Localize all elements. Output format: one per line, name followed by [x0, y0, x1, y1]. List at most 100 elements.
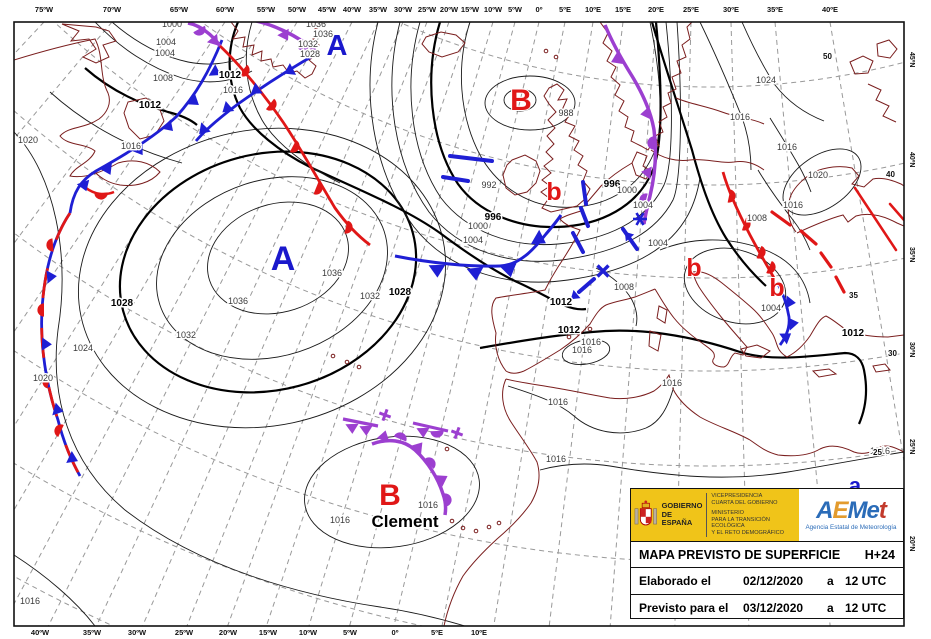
longitude-label: 0º [391, 628, 399, 637]
front-triangle-icon [187, 93, 199, 105]
longitude-label: 15ºW [258, 628, 278, 637]
front-triangle-icon [199, 122, 211, 135]
meridian-line [14, 22, 298, 511]
front-semicircle-icon [647, 136, 655, 150]
longitude-label: 65ºW [169, 5, 189, 14]
longitude-label: 30ºW [127, 628, 147, 637]
isobar-label: 1036 [306, 19, 326, 29]
isobar-label: 1020 [808, 170, 828, 180]
isobar-label: 996 [485, 212, 502, 223]
isobar-label: 1012 [139, 100, 162, 111]
grid-number: 35 [849, 291, 858, 300]
isobar-label: 996 [604, 179, 621, 190]
meridian-line [393, 22, 540, 626]
cold-front [394, 214, 563, 268]
legend-box: GOBIERNO DE ESPAÑA VICEPRESIDENCIA CUART… [630, 488, 904, 619]
front-semicircle-icon [430, 430, 444, 438]
longitude-label: 25ºW [174, 628, 194, 637]
longitude-label: 20ºW [218, 628, 238, 637]
aemet-logo: AEMet Agencia Estatal de Meteorología [799, 489, 903, 541]
front-semicircle-icon [424, 457, 436, 469]
isobar-label: 1016 [548, 397, 568, 407]
trough-line [342, 417, 379, 428]
warm-front-segments-east [853, 186, 904, 252]
front-symbols [37, 25, 799, 507]
longitude-label: 70ºW [102, 5, 122, 14]
plus-icon [450, 426, 464, 440]
front-semicircle-icon [289, 140, 300, 153]
gobierno-banner: GOBIERNO DE ESPAÑA VICEPRESIDENCIA CUART… [631, 489, 799, 541]
isobar-label: 1000 [468, 221, 488, 231]
meridian-line [14, 22, 180, 245]
longitude-label: 5ºE [431, 628, 443, 637]
front-semicircle-icon [727, 189, 736, 203]
longitude-label: 20ºE [647, 5, 665, 14]
coastline-layer [14, 22, 904, 626]
low-pressure-letter: B [379, 479, 401, 512]
front-triangle-icon [788, 317, 799, 331]
meridian-line [441, 22, 566, 626]
longitude-label: 25ºE [682, 5, 700, 14]
longitude-label: 20ºW [439, 5, 459, 14]
front-triangle-icon [624, 231, 635, 242]
high-pressure-letter: A [271, 240, 296, 278]
parallel-line [14, 110, 904, 372]
grid-number: 50 [823, 52, 832, 61]
front-semicircle-icon [238, 64, 250, 77]
aemet-subtitle: Agencia Estatal de Meteorología [805, 524, 897, 531]
latitude-label: 35ºN [908, 247, 915, 263]
front-triangle-icon [435, 475, 448, 487]
isobar-label: 1016 [572, 345, 592, 355]
meridian-line [14, 22, 45, 55]
longitude-label: 45ºW [317, 5, 337, 14]
gov-line2: DE ESPAÑA [661, 509, 693, 528]
isobar-label: 1016 [662, 378, 682, 388]
front-semicircle-icon [297, 40, 310, 51]
longitude-label: 75ºW [34, 5, 54, 14]
forecast-horizon: H+24 [864, 547, 895, 562]
isobar-layer [14, 22, 904, 626]
longitude-label: 50ºW [287, 5, 307, 14]
longitude-label: 10ºW [483, 5, 503, 14]
isobar-label: 1036 [228, 296, 248, 306]
isobar-label: 1012 [842, 328, 865, 339]
front-triangle-icon [206, 33, 219, 46]
legend-title: MAPA PREVISTO DE SUPERFICIE [639, 547, 841, 562]
front-triangle-icon [284, 63, 297, 75]
occluded-front [371, 438, 448, 516]
isobar-label: 1032 [298, 39, 318, 49]
storm-name: Clement [371, 512, 438, 531]
front-triangle-icon [131, 143, 143, 156]
upper-warm-front-dashes [770, 210, 846, 294]
front-semicircle-icon [42, 375, 51, 389]
front-triangle-icon [222, 100, 235, 113]
longitude-label: 35ºE [766, 5, 784, 14]
front-semicircle-icon [54, 424, 64, 437]
isobar-label: 1016 [223, 85, 243, 95]
front-triangle-icon [466, 267, 484, 281]
front-semicircle-icon [46, 238, 54, 252]
front-triangle-icon [611, 52, 623, 64]
front-layer [37, 22, 904, 516]
meridian-line [14, 22, 226, 333]
front-triangle-icon [345, 423, 359, 434]
front-triangle-icon [530, 229, 546, 245]
occluded-front [252, 22, 320, 55]
cold-front [194, 51, 319, 142]
meridian-line [730, 22, 750, 626]
latitude-label: 20ºN [908, 536, 915, 552]
front-triangle-icon [785, 295, 796, 309]
latitude-label: 30ºN [908, 342, 915, 358]
longitude-label: 10ºW [298, 628, 318, 637]
isobar-label: 1028 [389, 287, 412, 298]
gov-line1: GOBIERNO [661, 501, 703, 511]
forecast-row: Previsto para el 03/12/2020 a 12 UTC [639, 601, 887, 615]
longitude-label: 25ºW [417, 5, 437, 14]
front-semicircle-icon [94, 192, 108, 200]
front-semicircle-icon [393, 432, 407, 442]
isobar-label: 1000 [162, 19, 182, 29]
longitude-label: 40ºW [342, 5, 362, 14]
occluded-front [603, 24, 658, 225]
